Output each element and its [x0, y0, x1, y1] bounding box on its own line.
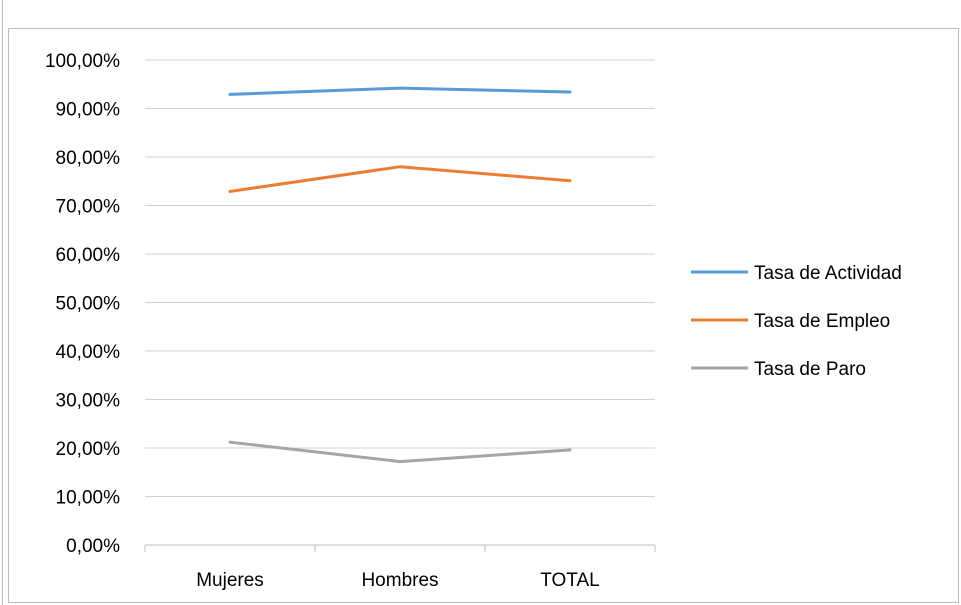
x-tick-label: Mujeres [196, 570, 264, 591]
x-tick-label: TOTAL [540, 570, 599, 591]
series-line-0 [228, 86, 572, 96]
y-tick-label: 90,00% [56, 100, 121, 121]
y-tick-label: 40,00% [56, 342, 121, 363]
y-tick-label: 20,00% [56, 439, 121, 460]
y-tick-label: 80,00% [56, 148, 121, 169]
x-tick-label: Hombres [361, 570, 438, 591]
y-tick-label: 0,00% [66, 536, 120, 557]
legend: Tasa de Actividad Tasa de Empleo Tasa de P… [691, 263, 902, 380]
y-tick-label: 10,00% [56, 488, 121, 509]
legend-label: Tasa de Actividad [754, 263, 902, 284]
legend-label: Tasa de Paro [754, 359, 866, 380]
gridlines [145, 59, 655, 497]
y-tick-label: 100,00% [45, 51, 120, 72]
legend-label: Tasa de Empleo [754, 311, 890, 332]
chart-area [8, 28, 959, 603]
y-tick-label: 70,00% [56, 197, 121, 218]
series-lines [228, 86, 572, 464]
x-axis-tick-labels: Mujeres Hombres TOTAL [196, 570, 600, 591]
left-border-line [2, 0, 3, 605]
y-tick-label: 60,00% [56, 245, 121, 266]
y-axis-tick-labels: 0,00% 10,00% 20,00% 30,00% 40,00% 50,00% 60,00… [45, 51, 120, 557]
series-line-1 [228, 165, 572, 193]
series-line-2 [228, 440, 572, 464]
y-tick-label: 50,00% [56, 294, 121, 315]
x-axis [144, 544, 656, 552]
y-tick-label: 30,00% [56, 391, 121, 412]
